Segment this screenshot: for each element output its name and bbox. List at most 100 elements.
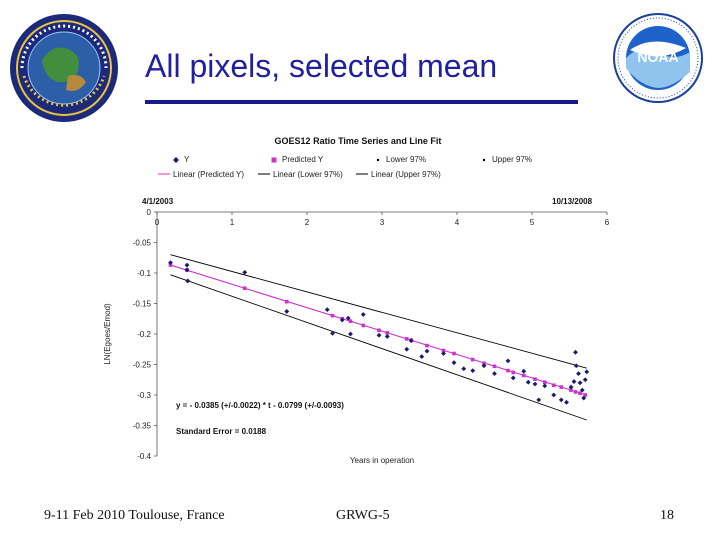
- predicted-point: [452, 351, 456, 356]
- start-date-label: 4/1/2003: [142, 197, 174, 206]
- predicted-point: [404, 337, 409, 341]
- predicted-point: [511, 370, 516, 375]
- observed-point: [360, 312, 366, 317]
- predicted-point: [578, 391, 582, 395]
- y-axis-label: LN(Egoes/Emod): [103, 303, 112, 365]
- predicted-point: [551, 383, 556, 388]
- observed-point: [451, 360, 457, 366]
- predicted-point: [573, 390, 578, 394]
- observed-point: [461, 366, 467, 372]
- x-tick-label: 2: [305, 218, 310, 227]
- x-tick-label: 1: [230, 218, 235, 227]
- y-tick-label: -0.25: [133, 361, 152, 370]
- mission-seal-icon: [10, 14, 118, 122]
- slide-title: All pixels, selected mean: [145, 48, 498, 84]
- predicted-point: [242, 286, 247, 291]
- page-number: 18: [660, 508, 674, 523]
- observed-point: [345, 315, 351, 321]
- x-tick-label: 4: [455, 218, 460, 227]
- observed-point: [542, 383, 548, 389]
- observed-point: [568, 384, 574, 390]
- observed-point: [582, 377, 588, 383]
- observed-point: [581, 395, 587, 401]
- legend-label: Lower 97%: [386, 155, 426, 164]
- observed-point: [168, 260, 173, 266]
- observed-point: [376, 332, 382, 338]
- x-axis-label: Years in operation: [350, 456, 414, 465]
- predicted-point: [492, 364, 497, 369]
- predicted-point: [559, 385, 564, 389]
- observed-point: [505, 358, 511, 364]
- legend-label: Linear (Upper 97%): [371, 170, 441, 179]
- predicted-point: [470, 357, 475, 362]
- observed-point: [404, 346, 410, 352]
- legend-label: Linear (Lower 97%): [273, 170, 343, 179]
- predicted-point: [441, 348, 446, 353]
- y-tick-label: -0.3: [137, 391, 151, 400]
- predicted-point: [361, 323, 366, 328]
- y-tick-label: -0.4: [137, 452, 151, 461]
- observed-point: [470, 368, 476, 373]
- observed-point: [419, 354, 425, 359]
- observed-point: [384, 334, 390, 339]
- observed-point: [348, 331, 353, 337]
- observed-point: [532, 381, 538, 387]
- observed-point: [242, 269, 248, 275]
- predicted-point: [521, 373, 526, 378]
- observed-point: [558, 397, 564, 403]
- observed-point: [184, 262, 190, 268]
- predicted-point: [168, 263, 173, 267]
- observed-point: [408, 338, 414, 344]
- x-tick-label: 0: [155, 218, 160, 227]
- y-tick-label: -0.15: [133, 300, 152, 309]
- predicted-point: [377, 328, 381, 333]
- observed-point: [441, 351, 446, 356]
- observed-point: [571, 379, 577, 384]
- x-tick-label: 6: [605, 218, 610, 227]
- noaa-logo-icon: NOAA: [613, 13, 703, 103]
- x-tick-label: 5: [530, 218, 535, 227]
- legend-marker-predicted: [271, 157, 277, 163]
- observed-point: [324, 307, 330, 312]
- observed-point: [536, 397, 542, 403]
- observed-point: [579, 387, 585, 393]
- chart-title: GOES12 Ratio Time Series and Line Fit: [275, 136, 442, 146]
- predicted-point: [569, 388, 573, 392]
- observed-point: [577, 380, 583, 386]
- standard-error: Standard Error = 0.0188: [176, 427, 267, 436]
- line-fit-chart: GOES12 Ratio Time Series and Line Fit Y Pr…: [103, 136, 610, 465]
- x-tick-label: 3: [380, 218, 385, 227]
- y-tick-label: -0.2: [137, 330, 151, 339]
- end-date-label: 10/13/2008: [552, 197, 593, 206]
- legend-marker-y: [173, 157, 179, 163]
- predicted-point: [330, 313, 335, 318]
- fit-line-bound: [170, 274, 587, 421]
- y-tick-label: -0.1: [137, 269, 151, 278]
- legend-marker-bound: [482, 158, 486, 162]
- fit-equation: y = - 0.0385 (+/-0.0022) * t - 0.0799 (+…: [176, 401, 344, 410]
- legend-label: Predicted Y: [282, 155, 324, 164]
- legend-marker-bound: [376, 158, 380, 162]
- observed-point: [576, 371, 581, 377]
- predicted-point: [542, 380, 547, 384]
- observed-point: [584, 369, 590, 375]
- observed-point: [330, 330, 335, 336]
- legend-label: Upper 97%: [492, 155, 532, 164]
- observed-point: [551, 392, 557, 398]
- observed-point: [284, 309, 290, 314]
- predicted-point: [284, 299, 289, 304]
- y-tick-label: -0.05: [133, 239, 152, 248]
- noaa-logo-text: NOAA: [637, 49, 678, 65]
- predicted-point: [385, 330, 390, 335]
- fit-line-bound: [170, 254, 587, 369]
- predicted-point: [583, 393, 588, 397]
- observed-point: [510, 375, 516, 381]
- footer-event: 9-11 Feb 2010 Toulouse, France: [44, 508, 225, 523]
- y-tick-label: 0: [147, 208, 152, 217]
- observed-point: [525, 379, 531, 385]
- predicted-point: [482, 361, 486, 366]
- predicted-point: [425, 343, 429, 348]
- observed-point: [573, 349, 578, 355]
- legend-label: Y: [184, 155, 190, 164]
- observed-point: [481, 363, 487, 369]
